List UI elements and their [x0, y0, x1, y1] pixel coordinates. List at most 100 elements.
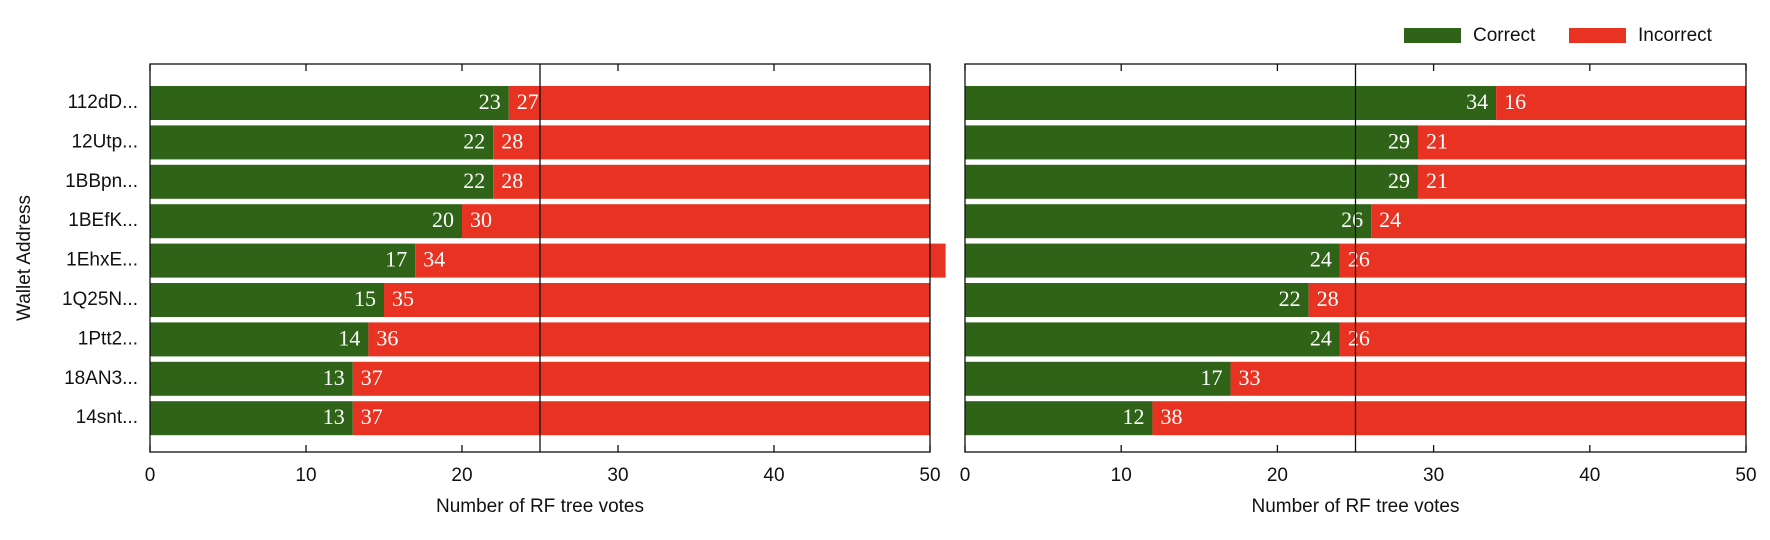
value-label: 20 — [432, 207, 454, 232]
value-label: 29 — [1388, 168, 1410, 193]
bar-segment — [150, 243, 416, 278]
y-tick-label: 1BBpn... — [65, 171, 138, 192]
value-label: 22 — [463, 128, 485, 153]
bar-segment — [150, 86, 509, 120]
bar-segment — [1417, 164, 1746, 199]
y-tick-label: 14snt... — [76, 407, 138, 428]
value-label: 34 — [423, 247, 445, 272]
value-label: 30 — [470, 207, 492, 232]
value-label: 28 — [501, 128, 523, 153]
value-label: 13 — [323, 404, 345, 429]
value-label: 13 — [323, 365, 345, 390]
legend-label: Correct — [1473, 25, 1536, 46]
bar-segment — [150, 283, 384, 317]
y-tick-label: 18AN3... — [64, 368, 138, 389]
value-label: 24 — [1379, 207, 1401, 232]
bar-segment — [150, 361, 353, 396]
bar-segment — [150, 125, 494, 160]
bar-segment — [352, 401, 930, 436]
bar-segment — [965, 204, 1372, 239]
value-label: 28 — [501, 168, 523, 193]
x-tick-label: 30 — [607, 465, 628, 486]
y-tick-label: 112dD... — [68, 92, 138, 113]
x-tick-label: 50 — [919, 465, 940, 486]
value-label: 27 — [517, 89, 539, 114]
x-tick-label: 30 — [1423, 465, 1444, 486]
value-label: 15 — [354, 286, 376, 311]
x-tick-label: 20 — [451, 465, 472, 486]
y-tick-label: 12Utp... — [71, 131, 138, 152]
y-tick-label: 1Ptt2... — [78, 328, 138, 349]
bar-segment — [493, 125, 930, 160]
legend-swatch — [1569, 28, 1626, 43]
x-tick-label: 0 — [960, 465, 971, 486]
x-axis-title: Number of RF tree votes — [436, 496, 644, 517]
value-label: 17 — [1201, 365, 1223, 390]
value-label: 37 — [361, 404, 383, 429]
x-tick-label: 50 — [1735, 465, 1756, 486]
value-label: 24 — [1310, 325, 1332, 350]
value-label: 35 — [392, 286, 414, 311]
x-axis-title: Number of RF tree votes — [1251, 496, 1459, 517]
bar-segment — [1496, 86, 1746, 120]
value-label: 36 — [376, 325, 398, 350]
value-label: 12 — [1122, 404, 1144, 429]
bar-segment — [965, 164, 1418, 199]
x-tick-label: 10 — [295, 465, 316, 486]
value-label: 17 — [385, 247, 407, 272]
bar-segment — [462, 204, 930, 239]
value-label: 21 — [1426, 128, 1448, 153]
bar-segment — [965, 322, 1340, 357]
plot-frame — [964, 63, 1747, 453]
value-label: 29 — [1388, 128, 1410, 153]
bar-segment — [1371, 204, 1746, 239]
value-label: 14 — [338, 325, 360, 350]
bar-segment — [150, 204, 462, 239]
value-label: 33 — [1239, 365, 1261, 390]
x-tick-label: 10 — [1111, 465, 1132, 486]
value-label: 26 — [1341, 207, 1363, 232]
value-label: 26 — [1348, 247, 1370, 272]
value-label: 26 — [1348, 325, 1370, 350]
bar-segment — [150, 322, 369, 357]
x-tick-label: 0 — [145, 465, 156, 486]
bar-segment — [1230, 361, 1746, 396]
y-tick-label: 1EhxE... — [66, 250, 138, 271]
bar-segment — [1339, 322, 1746, 357]
value-label: 22 — [463, 168, 485, 193]
value-label: 22 — [1279, 286, 1301, 311]
y-tick-label: 1BEfK... — [68, 210, 138, 231]
value-label: 38 — [1160, 404, 1182, 429]
bar-segment — [1417, 125, 1746, 160]
value-label: 37 — [361, 365, 383, 390]
bar-segment — [508, 86, 930, 120]
bar-segment — [415, 243, 946, 278]
bar-segment — [352, 361, 930, 396]
legend-label: Incorrect — [1638, 25, 1713, 46]
bar-segment — [384, 283, 930, 317]
value-label: 16 — [1504, 89, 1526, 114]
value-label: 24 — [1310, 247, 1332, 272]
bar-segment — [965, 125, 1418, 160]
y-tick-label: 1Q25N... — [62, 289, 138, 310]
x-tick-label: 40 — [763, 465, 784, 486]
value-label: 34 — [1466, 89, 1488, 114]
bar-segment — [1308, 283, 1746, 317]
y-axis-title: Wallet Address — [14, 195, 35, 321]
plot-frame — [149, 63, 931, 453]
bar-segment — [1152, 401, 1746, 436]
bar-segment — [965, 401, 1153, 436]
value-label: 28 — [1317, 286, 1339, 311]
value-label: 21 — [1426, 168, 1448, 193]
x-tick-label: 20 — [1267, 465, 1288, 486]
bar-segment — [965, 243, 1340, 278]
bar-segment — [150, 401, 353, 436]
bar-segment — [150, 164, 494, 199]
bar-segment — [368, 322, 930, 357]
bar-segment — [493, 164, 930, 199]
legend-swatch — [1404, 28, 1461, 43]
x-tick-label: 40 — [1579, 465, 1600, 486]
value-label: 23 — [479, 89, 501, 114]
bar-segment — [965, 86, 1497, 120]
